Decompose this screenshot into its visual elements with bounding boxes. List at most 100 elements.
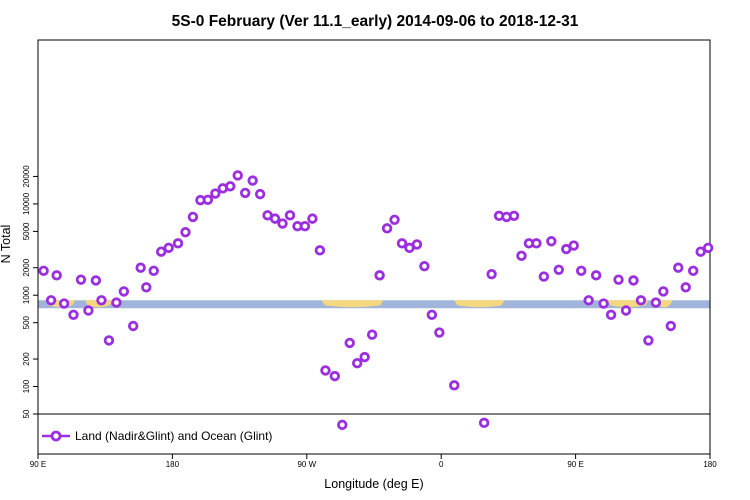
data-point (366, 329, 378, 340)
data-point (359, 351, 370, 363)
data-point (426, 309, 438, 321)
data-point (419, 260, 430, 272)
data-point (620, 305, 632, 316)
data-point (538, 271, 550, 282)
data-point (553, 264, 564, 275)
data-point (232, 170, 243, 181)
data-point (396, 238, 408, 249)
data-point (172, 238, 184, 249)
data-point (111, 297, 122, 308)
data-point (75, 274, 87, 285)
legend-label: Land (Nadir&Glint) and Ocean (Glint) (75, 429, 272, 443)
data-point (486, 268, 497, 280)
y-tick-label: 20000 (22, 165, 31, 188)
x-tick-label: 90 E (30, 460, 46, 469)
data-point (635, 295, 647, 306)
data-point (583, 295, 594, 306)
data-point (277, 218, 288, 229)
data-point (478, 417, 490, 429)
data-point (180, 227, 191, 238)
data-point (58, 298, 70, 309)
y-axis-label: N Total (0, 225, 13, 264)
data-point (673, 262, 684, 273)
y-axis: 50 100 200 500 1000 2000 5000 10000 20000 (22, 165, 38, 418)
data-point (628, 275, 639, 286)
data-point (605, 309, 617, 321)
x-tick-label: 180 (166, 460, 180, 469)
data-point (51, 270, 62, 281)
y-tick-label: 2000 (22, 258, 31, 276)
y-tick-label: 500 (22, 315, 31, 329)
x-tick-label: 180 (703, 460, 717, 469)
data-point (643, 335, 654, 346)
data-point (45, 295, 57, 306)
y-tick-label: 1000 (22, 286, 31, 304)
y-tick-label: 10000 (22, 192, 31, 215)
data-point (389, 214, 400, 225)
data-point (598, 298, 609, 309)
data-point (680, 282, 691, 293)
data-point (148, 265, 159, 277)
data-point (374, 270, 385, 281)
data-point (155, 246, 167, 257)
y-tick-label: 100 (22, 379, 31, 393)
data-point (239, 187, 251, 199)
data-point (381, 223, 393, 234)
data-point (83, 305, 94, 316)
data-point (658, 286, 669, 297)
data-point (210, 188, 221, 199)
data-point (508, 210, 520, 222)
data-point (127, 320, 139, 332)
data-point (665, 320, 676, 332)
data-point (284, 210, 296, 221)
x-tick-label: 90 E (567, 460, 583, 469)
land-segment-2 (321, 300, 384, 308)
data-points (38, 170, 714, 431)
data-point (449, 380, 460, 391)
data-point (576, 265, 587, 277)
y-tick-label: 5000 (22, 222, 31, 240)
data-point (247, 175, 258, 186)
data-point (411, 239, 423, 250)
data-point (516, 250, 527, 262)
data-point (344, 337, 355, 349)
plot-frame (37, 39, 711, 455)
data-point (299, 221, 311, 232)
legend-marker (50, 430, 62, 442)
data-point (702, 242, 714, 254)
data-point (695, 246, 706, 257)
data-point (546, 236, 557, 247)
data-point (68, 309, 79, 321)
chart-title: 5S-0 February (Ver 11.1_early) 2014-09-0… (172, 13, 579, 30)
data-point (329, 370, 340, 382)
x-axis: 90 E 180 90 W 0 90 E 180 (30, 454, 717, 469)
data-point (531, 238, 542, 249)
data-point (118, 286, 130, 297)
data-point (650, 297, 662, 308)
data-point (187, 211, 199, 223)
data-point (590, 270, 602, 281)
data-point (568, 240, 579, 251)
y-tick-label: 50 (22, 409, 31, 418)
data-point (320, 365, 331, 376)
x-tick-label: 90 W (297, 460, 316, 469)
data-point (90, 275, 102, 286)
data-point (314, 245, 326, 256)
data-point (135, 262, 146, 273)
legend: Land (Nadir&Glint) and Ocean (Glint) (42, 429, 272, 443)
data-point (96, 295, 107, 306)
data-point (254, 188, 266, 200)
data-point (141, 282, 152, 293)
land-segment-3 (454, 300, 505, 308)
data-point (225, 181, 236, 192)
data-point (688, 265, 699, 277)
data-point (352, 358, 363, 369)
x-axis-label: Longitude (deg E) (324, 477, 423, 491)
data-point (269, 213, 281, 224)
y-tick-label: 200 (22, 352, 31, 366)
data-point (38, 265, 49, 277)
data-point (307, 213, 318, 224)
x-tick-label: 0 (439, 460, 444, 469)
data-point (434, 327, 445, 338)
data-point (613, 274, 624, 285)
